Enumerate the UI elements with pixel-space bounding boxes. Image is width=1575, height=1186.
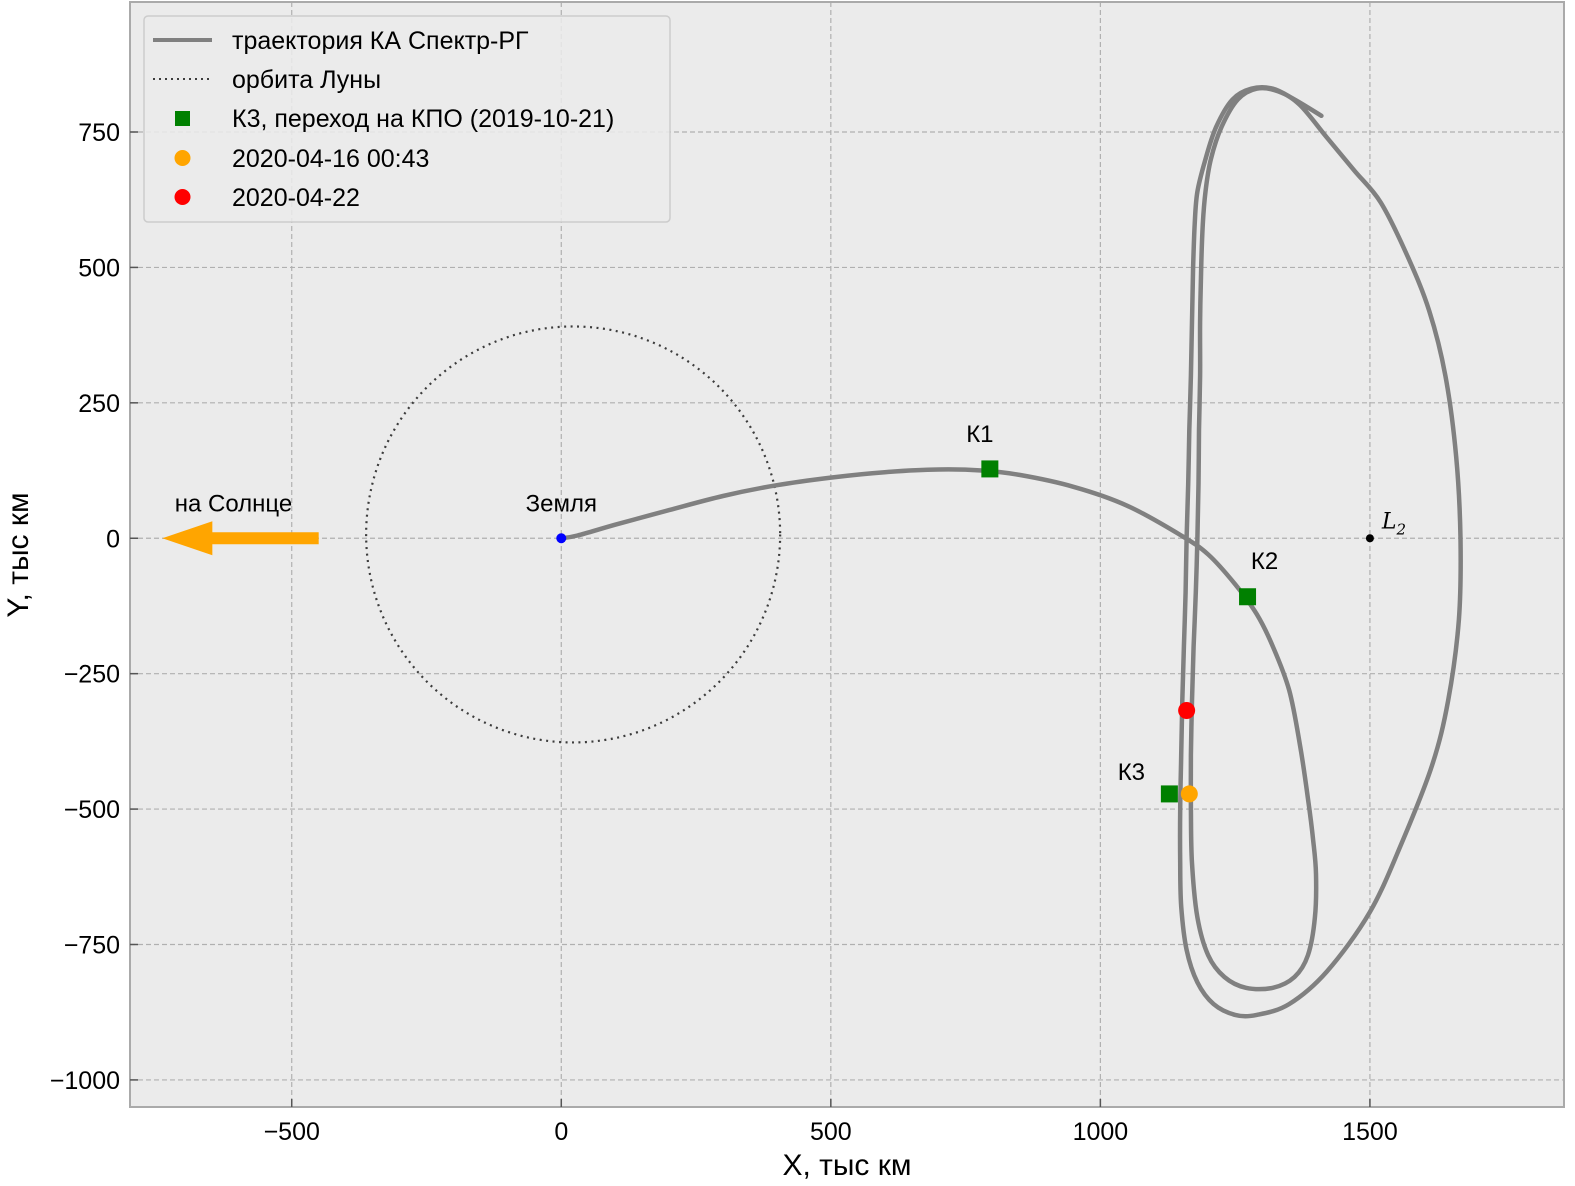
- legend-label-moon-orbit: орбита Луны: [232, 66, 381, 94]
- plot-frame: [129, 1, 1565, 1108]
- legend: траектория КА Спектр-РГ орбита Луны К3, …: [143, 15, 671, 223]
- legend-swatch-apr22: [174, 189, 191, 205]
- legend-swatch-apr16: [174, 150, 191, 166]
- legend-label-trajectory: траектория КА Спектр-РГ: [232, 27, 529, 55]
- legend-label-apr22: 2020-04-22: [232, 184, 360, 212]
- moon-orbit-line: [365, 325, 782, 744]
- earth-point: [556, 533, 567, 544]
- l2-label-letter: L: [1381, 509, 1397, 534]
- annotation-label: К3: [1118, 759, 1145, 786]
- maneuver-marker: [981, 460, 999, 478]
- l2-label: L2: [1381, 509, 1406, 538]
- annotation-label: Земля: [526, 490, 597, 517]
- marker-layer: [162, 460, 1374, 803]
- y-tick-label: 750: [78, 119, 120, 147]
- l2-point: [1365, 534, 1374, 543]
- sun-arrow-head: [162, 521, 213, 556]
- legend-box: [143, 15, 671, 223]
- x-tick-label: 1500: [1342, 1118, 1398, 1146]
- y-tick-label: −250: [64, 661, 120, 689]
- apr16-marker: [1180, 785, 1198, 803]
- x-tick-label: 500: [810, 1118, 852, 1146]
- x-tick-label: 1000: [1073, 1118, 1129, 1146]
- maneuver-marker: [1239, 588, 1257, 606]
- y-tick-label: 500: [78, 254, 120, 282]
- y-tick-label: −1000: [50, 1067, 120, 1095]
- legend-label-maneuver: К3, переход на КПО (2019-10-21): [232, 105, 614, 133]
- x-tick-label: 0: [554, 1118, 568, 1146]
- ticks: −500 0 500 1000 1500 750 500 250 0 −250 −500 −750 −1…: [50, 119, 1398, 1146]
- annotation-label: К2: [1251, 548, 1278, 575]
- legend-label-apr16: 2020-04-16 00:43: [232, 145, 429, 173]
- legend-swatch-maneuver: [175, 111, 190, 126]
- apr22-marker: [1178, 702, 1196, 719]
- y-tick-label: −750: [64, 932, 120, 960]
- y-tick-label: 0: [106, 525, 120, 553]
- l2-label-subscript: 2: [1396, 520, 1407, 538]
- y-axis-label: Y, тыс км: [2, 492, 35, 617]
- annotation-layer: К1 К2 К3 Земля на Солнце L2: [175, 421, 1406, 786]
- y-tick-label: 250: [78, 390, 120, 418]
- annotation-label: К1: [966, 421, 993, 448]
- x-axis-label: X, тыс км: [782, 1149, 911, 1182]
- y-tick-label: −500: [64, 796, 120, 824]
- x-tick-label: −500: [264, 1118, 320, 1146]
- annotation-label: на Солнце: [175, 490, 293, 517]
- maneuver-marker: [1160, 785, 1178, 803]
